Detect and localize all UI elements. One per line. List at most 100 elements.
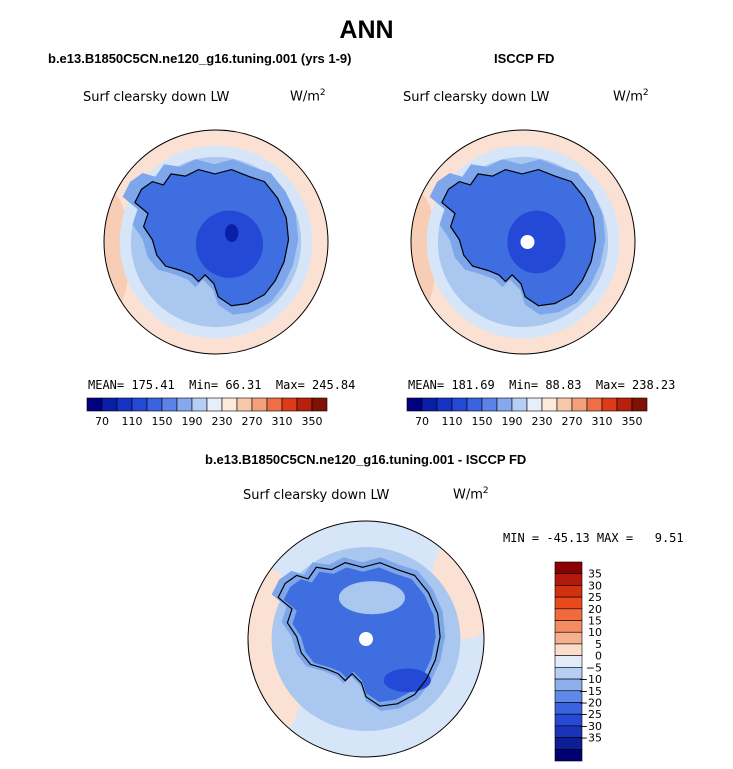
diff-colorbar-box: [554, 655, 583, 668]
model-colorbar-tick-label: 230: [212, 415, 233, 428]
diff-colorbar-tick-label: 25: [588, 591, 602, 604]
diff-colorbar-box: [554, 631, 583, 645]
model-coastline: [134, 168, 290, 307]
obs-colorbar-box: [466, 397, 483, 412]
model-units-exp: 2: [319, 88, 326, 98]
diff-colorbar-tick-label: 15: [588, 615, 602, 628]
model-variable-label: Surf clearsky down LW: [83, 90, 230, 105]
diff-colorbar-tick-label: −10: [579, 673, 602, 686]
model-colorbar-tick-label: 310: [272, 415, 293, 428]
model-colorbar-box: [131, 397, 148, 412]
diff-colorbar-box: [554, 573, 583, 586]
diff-units-label: W/m2: [453, 486, 489, 502]
diff-colorbar-tick-label: 5: [595, 638, 602, 651]
obs-colorbar-tick-label: 190: [502, 415, 523, 428]
model-warm-edge: [104, 191, 130, 315]
obs-colorbar-box: [586, 397, 603, 412]
diff-variable-label: Surf clearsky down LW: [243, 488, 390, 503]
model-colorbar-tick-label: 270: [242, 415, 263, 428]
diff-colorbar-tick-label: 10: [588, 626, 602, 639]
model-colorbar-box: [296, 397, 313, 412]
model-panel-title: b.e13.B1850C5CN.ne120_g16.tuning.001 (yr…: [48, 51, 352, 66]
model-mean-label: MEAN=: [88, 378, 125, 392]
model-min-label: Min=: [189, 378, 219, 392]
obs-colorbar-tick-label: 230: [532, 415, 553, 428]
obs-colorbar-tick-label: 110: [442, 415, 463, 428]
model-colorbar-box: [266, 397, 283, 412]
diff-colorbar-tick-label: 35: [588, 568, 602, 581]
model-polar-map: [103, 129, 329, 355]
model-colorbar-box: [281, 397, 298, 412]
diff-continent-light: [338, 581, 405, 615]
model-map-border: [103, 129, 329, 355]
obs-mean-value: 181.69: [451, 378, 495, 392]
obs-min-label: Min=: [509, 378, 539, 392]
diff-colorbar-box: [554, 620, 583, 633]
obs-units-text: W/m: [613, 89, 643, 105]
diff-colorbar-tick-label: −15: [579, 685, 602, 698]
obs-colorbar-box: [526, 397, 543, 412]
obs-pole-hole: [520, 235, 535, 249]
model-colorbar-box: [251, 397, 268, 412]
obs-colorbar-tick-label: 350: [622, 415, 643, 428]
diff-pole-hole: [359, 632, 373, 646]
obs-stats: MEAN= 181.69 Min= 88.83 Max= 238.23: [408, 378, 675, 392]
main-title: ANN: [339, 16, 394, 44]
diff-colorbar-tick-label: 0: [595, 650, 602, 663]
obs-colorbar-box: [406, 397, 423, 412]
model-colorbar-box: [161, 397, 178, 412]
diff-colorbar-tick-label: −5: [586, 661, 602, 674]
obs-colorbar-tick-label: 310: [592, 415, 613, 428]
obs-coastline: [441, 168, 597, 307]
obs-polar-map: [410, 129, 636, 355]
model-colorbar-box: [116, 397, 133, 412]
diff-map-border: [247, 520, 485, 758]
diff-panel-title: b.e13.B1850C5CN.ne120_g16.tuning.001 - I…: [205, 452, 527, 467]
model-minimum: [224, 224, 239, 242]
model-colorbar-box: [311, 397, 328, 412]
obs-colorbar: 70 110 150 190 230 270 310 350: [406, 397, 648, 428]
diff-colorbar-box: [554, 585, 583, 598]
diff-colorbar-tick-label: 30: [588, 579, 602, 592]
obs-variable-label: Surf clearsky down LW: [403, 90, 550, 105]
obs-colorbar-box: [601, 397, 618, 412]
model-colorbar-box: [176, 397, 193, 412]
obs-colorbar-box: [421, 397, 438, 412]
diff-colorbar-box: [554, 608, 583, 621]
obs-mean-label: MEAN=: [408, 378, 445, 392]
obs-colorbar-tick-label: 150: [472, 415, 493, 428]
model-colorbar-box: [191, 397, 208, 412]
model-colorbar-box: [101, 397, 118, 412]
diff-colorbar-tick-label: −35: [579, 732, 602, 745]
diff-colorbar-box: [554, 643, 583, 656]
obs-units-exp: 2: [642, 88, 649, 98]
diff-stats: MIN = -45.13 MAX = 9.51: [503, 531, 684, 545]
model-colorbar-tick-label: 70: [95, 415, 109, 428]
model-colorbar-tick-label: 110: [122, 415, 143, 428]
obs-colorbar-box: [616, 397, 633, 412]
diff-polar-map: [247, 520, 485, 758]
obs-colorbar-tick-label: 70: [415, 415, 429, 428]
model-colorbar-box: [86, 397, 103, 412]
model-colorbar-box: [236, 397, 253, 412]
model-stats: MEAN= 175.41 Min= 66.31 Max= 245.84: [88, 378, 355, 392]
obs-colorbar-box: [556, 397, 573, 412]
diff-units-exp: 2: [482, 486, 489, 496]
model-max-label: Max=: [275, 378, 305, 392]
obs-colorbar-box: [436, 397, 453, 412]
diff-colorbar-box: [554, 561, 583, 575]
obs-warm-edge: [411, 191, 437, 315]
model-max-value: 245.84: [312, 378, 356, 392]
model-colorbar-tick-label: 190: [182, 415, 203, 428]
model-colorbar-box: [206, 397, 223, 412]
diff-colorbar-tick-label: −30: [579, 720, 602, 733]
obs-panel-title: ISCCP FD: [494, 51, 555, 66]
model-units-label: W/m2: [290, 88, 326, 104]
model-colorbar-box: [146, 397, 163, 412]
model-colorbar-tick-label: 350: [302, 415, 323, 428]
model-min-value: 66.31: [225, 378, 262, 392]
obs-colorbar-box: [631, 397, 648, 412]
model-colorbar: 70 110 150 190 230 270 310 350: [86, 397, 328, 428]
